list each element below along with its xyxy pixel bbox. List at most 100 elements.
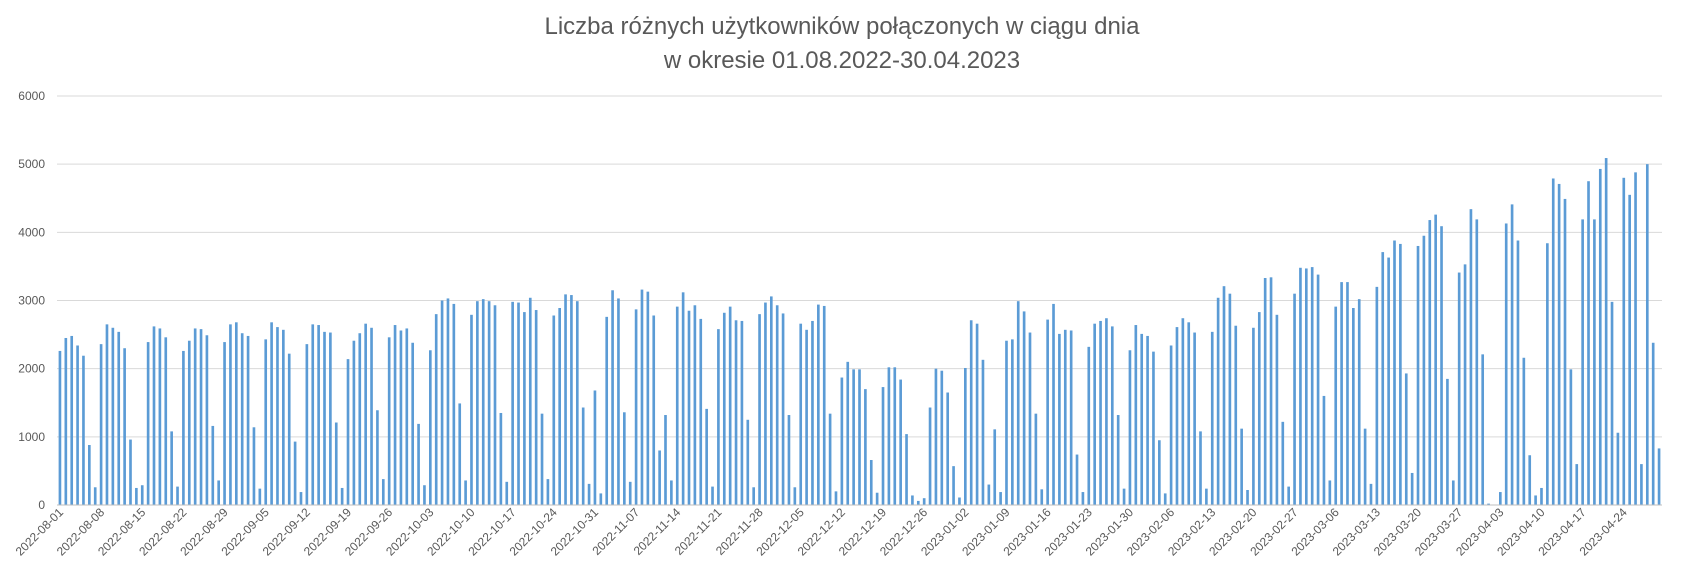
bar: [1122, 488, 1126, 505]
bar: [999, 492, 1002, 505]
bar: [1110, 326, 1114, 505]
bar: [664, 415, 667, 505]
bars: [58, 158, 1661, 506]
bar: [1504, 223, 1508, 505]
bar: [317, 325, 320, 505]
bar: [1640, 464, 1643, 505]
bar: [893, 367, 897, 505]
bar: [687, 310, 691, 505]
bar: [1563, 198, 1567, 505]
bar: [229, 324, 232, 505]
chart-title-line-2: w okresie 01.08.2022-30.04.2023: [663, 47, 1021, 74]
bar: [1087, 346, 1091, 505]
bar: [1434, 214, 1437, 506]
y-tick-label: 4000: [18, 225, 45, 239]
bar: [623, 412, 626, 505]
bar: [1645, 164, 1649, 506]
bar: [411, 342, 415, 505]
bar: [88, 445, 91, 505]
bar: [1134, 325, 1138, 505]
bar: [152, 326, 156, 505]
bar: [634, 309, 638, 505]
bar: [476, 301, 479, 505]
bar: [858, 369, 861, 505]
bar: [405, 328, 409, 505]
bar: [517, 302, 520, 505]
bar: [446, 298, 450, 505]
bar: [223, 342, 226, 505]
x-axis-ticks: 2022-08-012022-08-082022-08-152022-08-22…: [13, 505, 1630, 559]
bar: [964, 367, 967, 505]
bar: [440, 300, 444, 505]
bar: [952, 466, 955, 505]
bar: [1163, 493, 1167, 505]
bar: [1140, 333, 1144, 505]
bar: [399, 330, 403, 505]
bar: [1093, 323, 1096, 505]
bar: [1152, 351, 1155, 506]
bar: [311, 324, 315, 505]
bar: [1228, 293, 1232, 505]
bar: [1587, 181, 1590, 505]
bar: [1069, 330, 1073, 505]
bar: [234, 322, 238, 505]
bar: [1440, 226, 1443, 505]
bar: [1116, 415, 1120, 505]
bar: [658, 450, 661, 505]
bar: [176, 486, 179, 505]
bar: [916, 500, 920, 505]
bar: [1252, 327, 1255, 505]
bar: [1075, 454, 1079, 505]
bar: [987, 484, 991, 505]
bar: [1528, 455, 1532, 505]
bar: [617, 298, 620, 505]
bar: [1257, 312, 1261, 505]
bar: [1540, 487, 1543, 505]
chart-title-line-1: Liczba różnych użytkowników połączonych …: [544, 13, 1140, 40]
bar: [793, 487, 797, 505]
bar: [846, 361, 850, 505]
bar: [199, 329, 203, 505]
bar: [246, 335, 250, 505]
bar: [805, 329, 808, 505]
bar: [540, 413, 544, 505]
bar: [1011, 339, 1014, 505]
bar: [264, 339, 268, 505]
bar: [1534, 495, 1537, 505]
bar: [146, 342, 150, 505]
bar: [123, 348, 126, 505]
bar: [834, 491, 838, 505]
bar: [1281, 421, 1285, 505]
bar: [928, 407, 932, 505]
bar: [334, 422, 338, 505]
bar: [611, 290, 614, 505]
bar: [1240, 428, 1243, 505]
bar: [905, 434, 908, 505]
bar: [1028, 332, 1032, 505]
bar: [1363, 428, 1367, 505]
bar: [1381, 252, 1385, 505]
bar: [346, 359, 350, 505]
bar: [1328, 480, 1332, 505]
bar: [1316, 274, 1320, 505]
bar: [558, 308, 561, 505]
bar: [1634, 172, 1637, 505]
bar: [1034, 413, 1038, 505]
bar: [76, 345, 79, 505]
bar: [769, 296, 773, 505]
bar: [1046, 319, 1049, 505]
bar: [587, 483, 591, 505]
bar: [1040, 489, 1044, 505]
bar: [470, 314, 473, 505]
bar: [869, 460, 873, 505]
bar: [1128, 350, 1132, 505]
bar: [1293, 293, 1296, 505]
bar: [752, 487, 755, 505]
bar: [364, 323, 367, 505]
bar: [1310, 267, 1314, 505]
bar: [481, 299, 485, 505]
bar: [1616, 432, 1620, 505]
bar: [252, 427, 256, 505]
bar: [1516, 240, 1520, 505]
